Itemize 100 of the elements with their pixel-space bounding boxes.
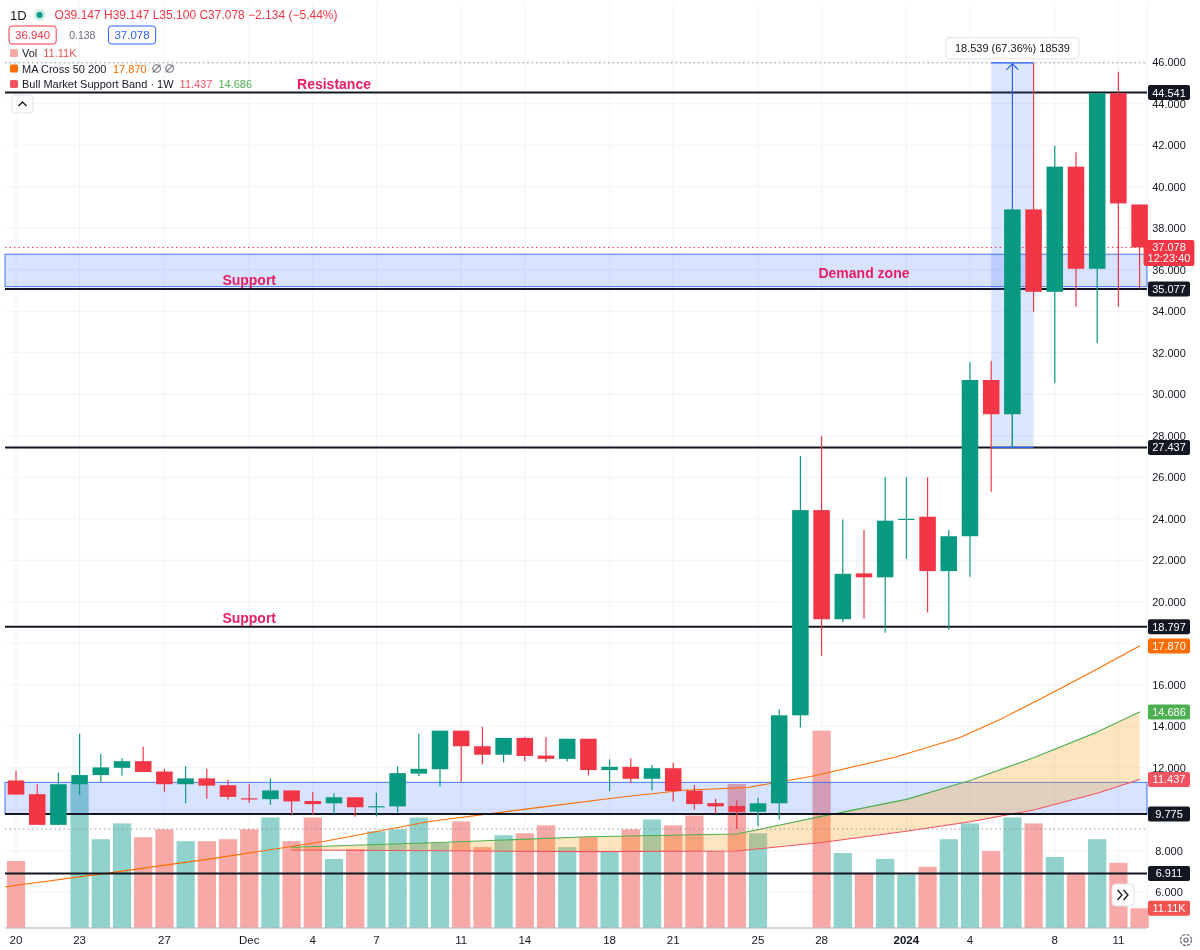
candlestick [283, 789, 300, 816]
candlestick [262, 777, 279, 806]
y-tick-label: 24.000 [1152, 512, 1186, 525]
bar [1024, 823, 1043, 928]
candlestick [410, 733, 428, 777]
bar [960, 823, 980, 928]
annotation: Resistance [297, 75, 372, 92]
bar [6, 860, 26, 928]
candlestick [325, 792, 343, 815]
x-tick-label: 4 [309, 934, 317, 946]
bar [579, 837, 598, 928]
bar [876, 858, 895, 928]
candlestick [601, 758, 618, 792]
bar [833, 853, 852, 928]
x-tick-label: 18 [603, 934, 616, 946]
bar [346, 849, 365, 928]
legend-label: MA Cross 50 200 [22, 62, 107, 75]
candlestick [113, 757, 131, 777]
candlestick [134, 746, 152, 773]
candlestick [728, 799, 746, 830]
ref-line-label: 35.077 [1152, 282, 1186, 295]
ref-line-label: 44.541 [1152, 86, 1186, 99]
line-series [291, 778, 1141, 853]
bar [452, 821, 471, 928]
ref-line-label: 27.437 [1152, 441, 1186, 454]
annotation: 11.11K [1152, 902, 1187, 915]
candlestick [7, 770, 25, 796]
bar [112, 823, 132, 928]
bar [240, 829, 259, 928]
annotation: Support [222, 271, 277, 288]
chart-title: 1D [10, 7, 27, 23]
bar [409, 817, 428, 928]
y-tick-label: 6.000 [1155, 886, 1183, 899]
ref-line-label: 18.797 [1152, 620, 1186, 633]
bar [664, 825, 683, 928]
candlestick [855, 529, 873, 620]
bar [494, 835, 513, 928]
bar [134, 837, 153, 928]
y-tick-label: 28.000 [1152, 429, 1186, 442]
legend-label: Vol [22, 47, 38, 59]
candlestick [240, 783, 258, 804]
candlestick [686, 784, 703, 811]
candlestick [177, 765, 194, 804]
bar [685, 815, 704, 928]
annotation: 0.138 [69, 29, 96, 41]
bar [536, 825, 556, 928]
bar [1066, 872, 1086, 928]
bar [812, 730, 831, 928]
y-tick-label: 8.000 [1155, 844, 1183, 857]
bar [197, 841, 216, 928]
x-tick-label: 7 [373, 934, 380, 946]
y-tick-label: 20.000 [1152, 595, 1186, 608]
bar [282, 841, 301, 928]
candlestick [156, 768, 173, 793]
candlestick [749, 797, 767, 827]
candlestick [219, 779, 237, 801]
candlestick [304, 791, 322, 816]
x-tick-label: 23 [73, 934, 87, 946]
x-tick-label: 11 [455, 934, 468, 946]
text: 11.437 [179, 78, 213, 90]
candlestick [622, 757, 640, 784]
y-tick-label: 42.000 [1152, 139, 1186, 152]
bar [939, 839, 958, 928]
bar [642, 819, 662, 928]
data-label: 14.686 [1152, 706, 1186, 719]
bar [367, 831, 386, 928]
data-label: 17.870 [1152, 640, 1186, 653]
y-tick-label: 34.000 [1152, 305, 1186, 318]
bar [515, 833, 534, 928]
bar [261, 817, 280, 928]
text: 11.11K [43, 47, 77, 59]
bar [918, 866, 937, 928]
bar [706, 851, 725, 928]
x-tick-label: 28 [815, 934, 828, 946]
bar [748, 833, 768, 928]
bar [430, 843, 450, 928]
candlestick [516, 736, 534, 762]
candlestick [664, 762, 682, 803]
bar [854, 872, 874, 928]
y-tick-label: 22.000 [1152, 554, 1186, 567]
x-tick-label: Dec [238, 934, 260, 946]
text: 14.686 [218, 78, 253, 90]
bar [897, 874, 916, 928]
bar [303, 817, 322, 928]
bar [1130, 908, 1149, 928]
text: 17.870 [112, 62, 147, 75]
candlestick [346, 796, 364, 818]
y-tick-label: 44.000 [1152, 97, 1186, 110]
y-tick-label: 26.000 [1152, 471, 1186, 484]
chart-subtitle: O39.147 H39.147 L35.100 C37.078 −2.134 (−5.44%) [54, 8, 338, 22]
annotation: 36.940 [14, 29, 51, 41]
x-tick-label: 4 [966, 934, 974, 946]
y-tick-label: 32.000 [1152, 346, 1186, 359]
bar [982, 851, 1001, 928]
bar [324, 858, 344, 928]
legend-label: Bull Market Support Band · 1W [22, 78, 175, 90]
annotation: Support [222, 609, 277, 626]
ref-line-label: 9.775 [1155, 807, 1183, 820]
bar [176, 841, 195, 928]
bar [1045, 856, 1064, 928]
